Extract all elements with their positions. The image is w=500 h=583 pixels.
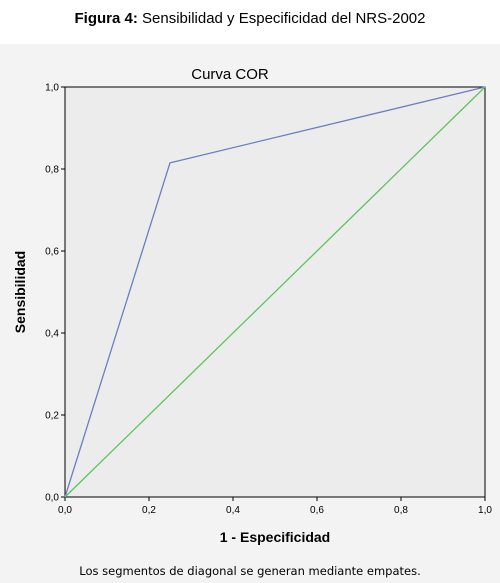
figure-caption-prefix: Figura 4: [74, 10, 138, 27]
x-tick-label: 1,0 [478, 505, 492, 516]
x-tick-label: 0,8 [394, 505, 408, 516]
x-tick-label: 0,4 [226, 505, 240, 516]
y-tick-label: 0,0 [45, 493, 59, 504]
series-group [64, 86, 486, 498]
x-tick-label: 0,0 [58, 505, 72, 516]
figure-caption-text: Sensibilidad y Especificidad del NRS-200… [142, 10, 426, 27]
figure-caption: Figura 4: Sensibilidad y Especificidad d… [0, 10, 500, 27]
chart-title: Curva COR [191, 66, 269, 83]
y-axis-ticks: 0,0 0,2 0,4 0,6 0,8 1,0 [45, 83, 65, 504]
y-tick-label: 0,4 [45, 329, 59, 340]
y-tick-label: 0,8 [45, 165, 59, 176]
footnote: Los segmentos de diagonal se generan med… [79, 564, 421, 578]
x-axis-title: 1 - Especificidad [220, 529, 330, 545]
x-tick-label: 0,2 [142, 505, 156, 516]
x-tick-label: 0,6 [310, 505, 324, 516]
y-tick-label: 0,2 [45, 411, 59, 422]
y-axis-title: Sensibilidad [12, 251, 28, 333]
reference-diagonal-line [64, 86, 486, 498]
y-tick-label: 1,0 [45, 83, 59, 94]
x-axis-ticks: 0,0 0,2 0,4 0,6 0,8 1,0 [58, 497, 492, 516]
y-tick-label: 0,6 [45, 247, 59, 258]
roc-curve-line [64, 86, 486, 498]
